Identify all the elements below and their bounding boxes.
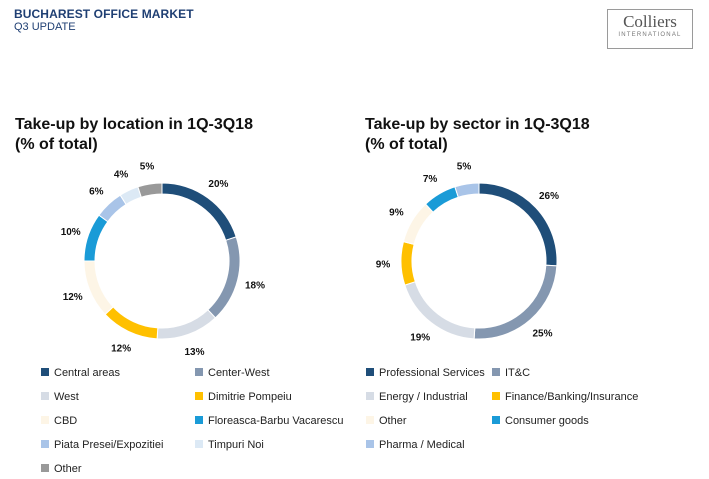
legend-label: Floreasca-Barbu Vacarescu — [208, 415, 344, 427]
legend-swatch — [366, 416, 374, 425]
legend-item-piata-presei-expozitiei: Piata Presei/Expozitiei — [41, 438, 163, 452]
label-pharma-medical: 5% — [457, 162, 472, 173]
logo-name: Colliers — [623, 12, 677, 31]
legend-label: Dimitrie Pompeiu — [208, 391, 292, 403]
slice-energy-industrial — [404, 281, 476, 340]
label-other: 9% — [389, 208, 404, 219]
legend-item-professional-services: Professional Services — [366, 366, 485, 380]
sector-chart-title-line1: Take-up by sector in 1Q-3Q18 — [365, 116, 590, 133]
legend-item-cbd: CBD — [41, 414, 77, 428]
label-timpuri-noi: 4% — [114, 170, 129, 181]
label-piata-presei-expozitiei: 6% — [89, 187, 104, 198]
slice-consumer-goods — [424, 186, 459, 213]
label-center-west: 18% — [245, 280, 265, 291]
slice-pharma-medical — [454, 182, 480, 198]
legend-item-finance-banking-insurance: Finance/Banking/Insurance — [492, 390, 638, 404]
location-chart-title: Take-up by location in 1Q-3Q18 (% of tot… — [15, 115, 253, 155]
legend-item-pharma-medical: Pharma / Medical — [366, 438, 465, 452]
legend-label: Energy / Industrial — [379, 391, 468, 403]
legend-swatch — [492, 416, 500, 425]
legend-item-timpuri-noi: Timpuri Noi — [195, 438, 264, 452]
legend-swatch — [41, 368, 49, 377]
legend-swatch — [492, 368, 500, 377]
logo-subtext: INTERNATIONAL — [618, 32, 682, 38]
legend-item-center-west: Center-West — [195, 366, 270, 380]
label-cbd: 12% — [63, 292, 83, 303]
report-subtitle: Q3 UPDATE — [14, 21, 76, 33]
legend-swatch — [492, 392, 500, 401]
slice-other — [402, 203, 434, 245]
legend-swatch — [195, 368, 203, 377]
legend-swatch — [195, 392, 203, 401]
sector-chart-title-line2: (% of total) — [365, 136, 448, 153]
legend-label: Other — [379, 415, 407, 427]
label-energy-industrial: 19% — [410, 332, 430, 343]
legend-label: Pharma / Medical — [379, 439, 465, 451]
sector-chart-title: Take-up by sector in 1Q-3Q18 (% of total… — [365, 115, 590, 155]
legend-label: Center-West — [208, 367, 270, 379]
legend-item-energy-industrial: Energy / Industrial — [366, 390, 468, 404]
legend-label: Finance/Banking/Insurance — [505, 391, 639, 403]
label-other: 5% — [140, 162, 155, 173]
label-dimitrie-pompeiu: 12% — [111, 343, 131, 354]
legend-swatch — [195, 416, 203, 425]
label-it-c: 25% — [532, 329, 552, 340]
colliers-logo: Colliers INTERNATIONAL — [607, 9, 693, 49]
legend-label: Timpuri Noi — [208, 439, 264, 451]
legend-label: Professional Services — [379, 367, 485, 379]
location-chart-title-line2: (% of total) — [15, 136, 98, 153]
label-consumer-goods: 7% — [423, 174, 438, 185]
label-central-areas: 20% — [208, 179, 228, 190]
legend-swatch — [366, 440, 374, 449]
legend-item-central-areas: Central areas — [41, 366, 120, 380]
legend-item-consumer-goods: Consumer goods — [492, 414, 589, 428]
legend-swatch — [41, 464, 49, 473]
label-finance-banking-insurance: 9% — [376, 260, 391, 271]
legend-item-it-c: IT&C — [492, 366, 530, 380]
label-professional-services: 26% — [539, 191, 559, 202]
slice-finance-banking-insurance — [400, 240, 416, 286]
legend-item-floreasca-barbu-vacarescu: Floreasca-Barbu Vacarescu — [195, 414, 344, 428]
legend-swatch — [195, 440, 203, 449]
legend-item-dimitrie-pompeiu: Dimitrie Pompeiu — [195, 390, 292, 404]
report-title: BUCHAREST OFFICE MARKET — [14, 7, 194, 21]
legend-label: CBD — [54, 415, 78, 427]
legend-swatch — [41, 416, 49, 425]
legend-label: Piata Presei/Expozitiei — [54, 439, 164, 451]
legend-item-west: West — [41, 390, 79, 404]
legend-label: West — [54, 391, 79, 403]
legend-label: IT&C — [505, 367, 531, 379]
legend-swatch — [366, 392, 374, 401]
slice-other — [137, 182, 163, 198]
location-chart-title-line1: Take-up by location in 1Q-3Q18 — [15, 116, 253, 133]
legend-label: Other — [54, 463, 82, 475]
label-floreasca-barbu-vacarescu: 10% — [61, 227, 81, 238]
legend-label: Central areas — [54, 367, 121, 379]
legend-swatch — [366, 368, 374, 377]
legend-item-other: Other — [41, 462, 82, 476]
legend-label: Consumer goods — [505, 415, 589, 427]
label-west: 13% — [184, 347, 204, 358]
legend-item-other: Other — [366, 414, 407, 428]
legend-swatch — [41, 440, 49, 449]
legend-swatch — [41, 392, 49, 401]
